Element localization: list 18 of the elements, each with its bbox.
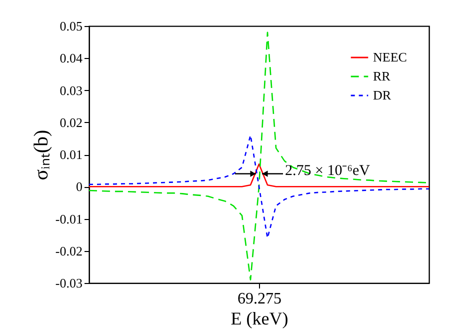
y-tick-label: 0 [76, 179, 82, 194]
y-tick-label: 0.01 [60, 147, 82, 162]
y-tick-label: 0.05 [60, 18, 82, 34]
y-tick-label: 0.02 [60, 114, 82, 130]
legend-label: NEEC [373, 50, 407, 64]
y-tick-label: 0.04 [60, 50, 83, 66]
y-tick-label: -0.01 [55, 211, 82, 226]
legend-label: RR [373, 68, 391, 84]
legend-label: DR [373, 88, 392, 102]
y-axis-title: σᵢₙₜ(b) [30, 130, 52, 180]
annotation: 2.75 × 10⁻⁶eV [285, 162, 370, 179]
line-series [89, 32, 429, 280]
x-tick-label: 69.275 [238, 290, 282, 308]
x-axis-title: E (keV) [230, 308, 288, 328]
y-tick-label: -0.03 [55, 276, 82, 290]
y-tick-label: -0.02 [55, 243, 82, 258]
line-series [89, 134, 429, 239]
y-tick-label: 0.03 [60, 82, 82, 98]
